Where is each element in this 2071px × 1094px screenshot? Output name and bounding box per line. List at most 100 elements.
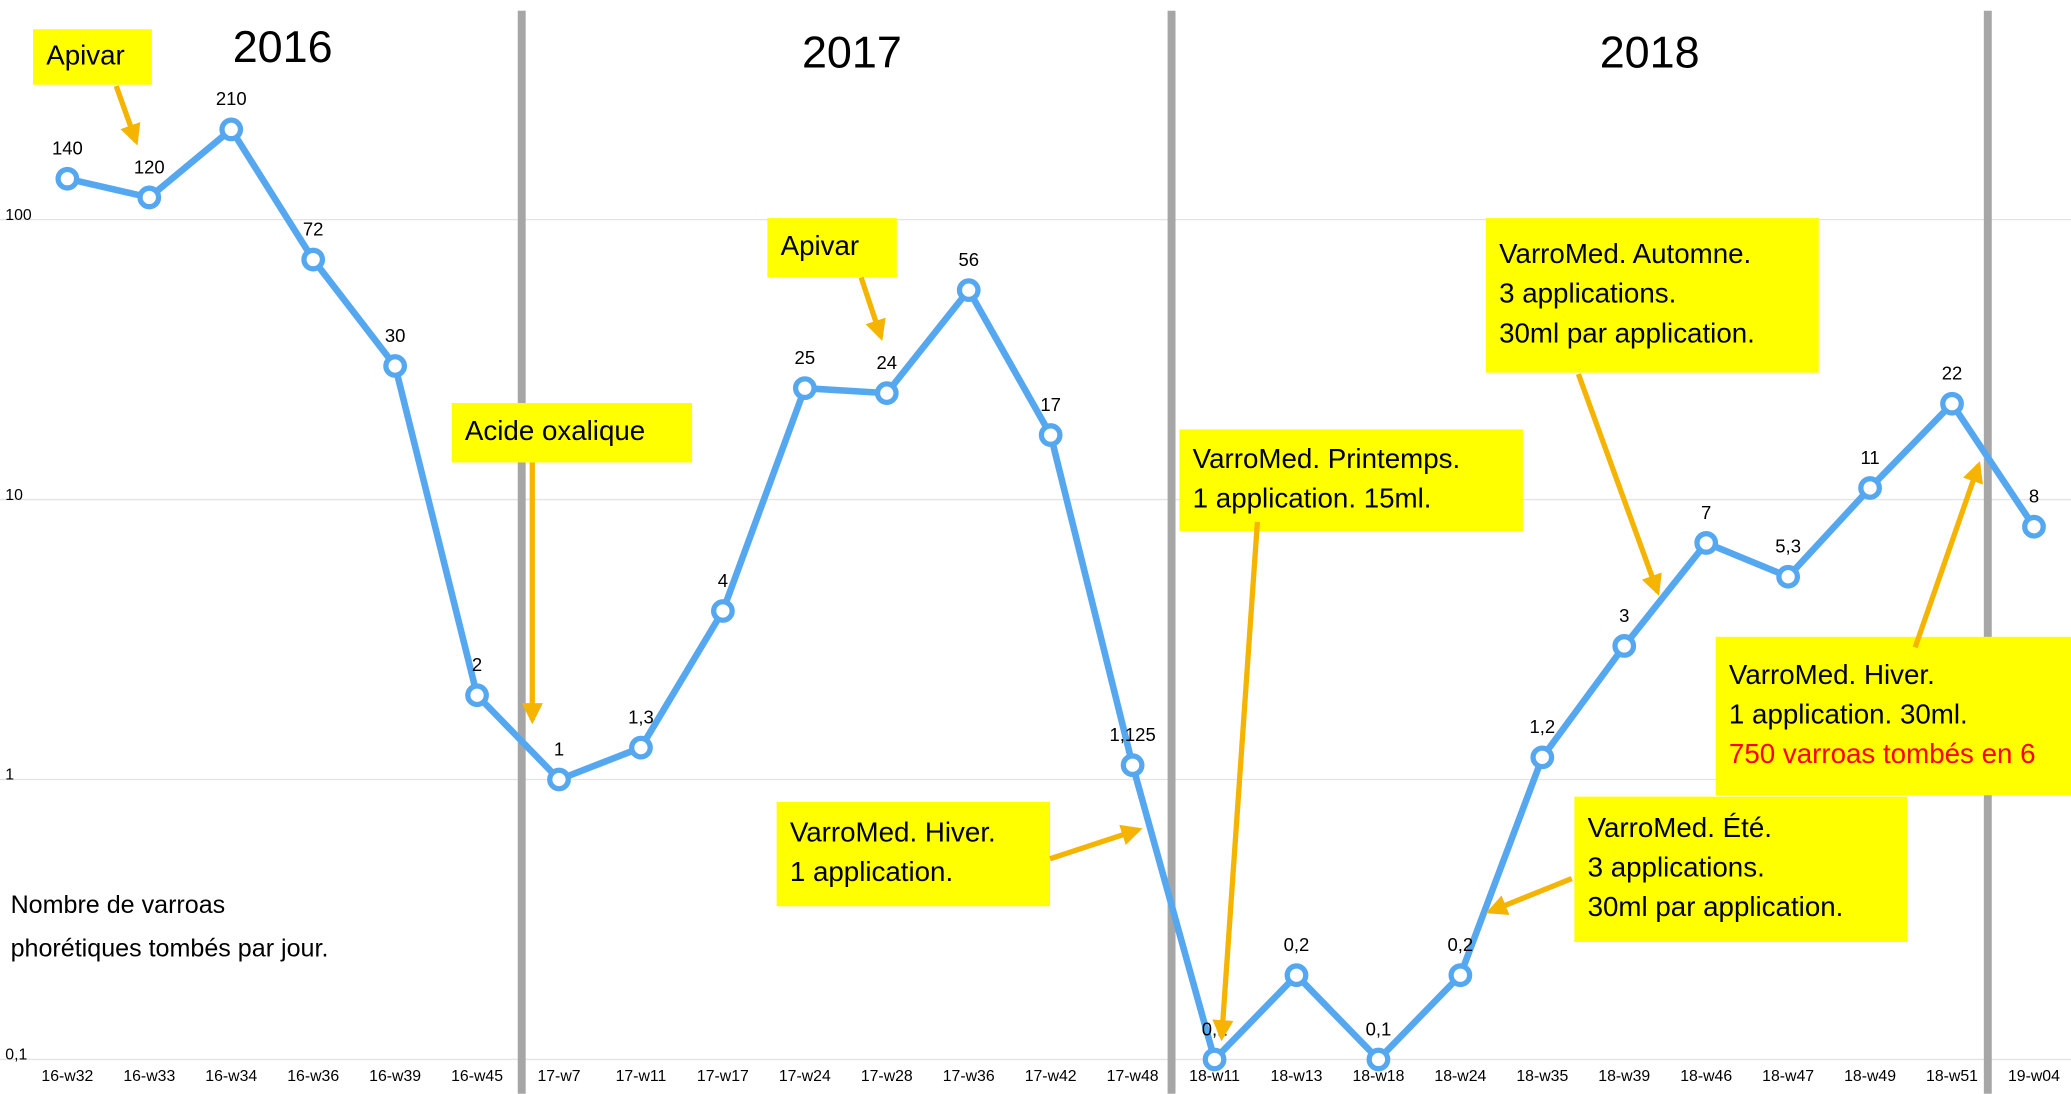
data-label: 5,3: [1775, 536, 1801, 557]
x-tick-label: 17-w42: [1025, 1068, 1077, 1085]
data-point: [792, 376, 817, 401]
x-tick-label: 16-w45: [451, 1068, 503, 1085]
data-label: 22: [1942, 363, 1963, 384]
data-point: [1284, 963, 1309, 988]
annotation-text: VarroMed. Été.: [1588, 812, 1772, 843]
data-point: [956, 278, 981, 302]
data-point: [137, 185, 162, 210]
data-label: 0,2: [1448, 934, 1474, 955]
x-tick-label: 18-w11: [1189, 1068, 1240, 1085]
annotation-text: 30ml par application.: [1588, 891, 1844, 922]
annotation-text: 1 application.: [790, 856, 953, 887]
annotation-text: 1 application. 30ml.: [1729, 698, 1968, 729]
data-point: [1038, 423, 1063, 447]
data-label: 4: [718, 570, 728, 591]
annotation-box: [776, 801, 1051, 907]
data-point: [383, 354, 408, 378]
data-label: 120: [134, 156, 165, 177]
data-label: 8: [2029, 486, 2039, 507]
annotation-box: [767, 218, 897, 278]
data-label: 2: [472, 654, 482, 675]
x-tick-label: 17-w24: [779, 1068, 831, 1085]
x-tick-label: 16-w33: [123, 1068, 175, 1085]
x-tick-label: 16-w39: [369, 1068, 421, 1085]
x-tick-label: 18-w49: [1844, 1068, 1896, 1085]
data-label: 25: [795, 347, 816, 368]
annotation-text: Acide oxalique: [465, 415, 645, 446]
data-point: [629, 735, 653, 760]
x-tick-label: 18-w24: [1434, 1068, 1486, 1085]
x-tick-label: 18-w51: [1926, 1068, 1978, 1085]
data-label: 0,2: [1284, 934, 1310, 955]
data-point: [1202, 1047, 1227, 1072]
data-point: [55, 166, 80, 191]
arrow: [113, 85, 141, 146]
data-label: 56: [958, 249, 979, 270]
year-label: 2016: [233, 21, 333, 72]
annotation-text: 750 varroas tombés en 6: [1729, 738, 2036, 769]
x-tick-label: 17-w28: [861, 1068, 913, 1085]
x-tick-label: 17-w36: [943, 1068, 995, 1085]
data-point: [1940, 391, 1964, 416]
data-label: 24: [876, 352, 897, 373]
annotation-box: [1179, 429, 1523, 532]
data-point: [1776, 564, 1801, 589]
data-point: [1448, 963, 1473, 988]
data-point: [1858, 476, 1882, 500]
data-label: 3: [1619, 605, 1629, 626]
x-tick-label: 18-w18: [1352, 1068, 1404, 1085]
data-point: [301, 247, 326, 272]
data-point: [547, 767, 571, 792]
data-label: 30: [385, 325, 406, 346]
x-tick-label: 18-w39: [1598, 1068, 1650, 1085]
data-point: [874, 381, 899, 406]
x-tick-label: 16-w34: [205, 1068, 257, 1085]
data-label: 17: [1040, 394, 1061, 415]
annotation-box: [33, 29, 152, 85]
annotation-box: [1715, 636, 2071, 796]
x-tick-label: 16-w32: [41, 1068, 93, 1085]
arrow: [858, 276, 886, 342]
data-point: [219, 117, 244, 142]
annotation-text: 30ml par application.: [1499, 317, 1755, 348]
year-label: 2018: [1600, 27, 1700, 78]
arrow: [1212, 521, 1261, 1042]
data-point: [465, 683, 489, 708]
x-tick-label: 17-w17: [697, 1068, 749, 1085]
y-tick-label: 10: [5, 487, 23, 504]
data-label: 1,2: [1529, 716, 1555, 737]
data-point: [711, 599, 735, 623]
annotation-text: VarroMed. Automne.: [1499, 238, 1751, 269]
x-tick-label: 18-w13: [1271, 1068, 1323, 1085]
x-tick-label: 17-w7: [537, 1068, 580, 1085]
y-tick-label: 1: [5, 767, 14, 784]
arrow: [1575, 373, 1662, 596]
data-point: [1612, 634, 1637, 658]
x-tick-label: 18-w46: [1680, 1068, 1732, 1085]
data-point: [1366, 1047, 1391, 1072]
x-tick-label: 17-w48: [1107, 1068, 1159, 1085]
y-tick-label: 100: [5, 207, 32, 224]
x-tick-label: 18-w47: [1762, 1068, 1814, 1085]
annotation-box: [1574, 796, 1908, 942]
annotation-box: [451, 403, 693, 463]
data-label: 0,1: [1366, 1018, 1392, 1039]
arrow: [1485, 876, 1573, 916]
y-axis-label: Nombre de varroas: [11, 891, 226, 919]
data-label: 210: [216, 88, 247, 109]
annotation-text: VarroMed. Printemps.: [1193, 443, 1461, 474]
data-point: [1530, 745, 1555, 770]
data-point: [1694, 531, 1719, 555]
data-label: 1,125: [1109, 724, 1155, 745]
data-label: 11: [1860, 447, 1879, 468]
data-point: [2022, 514, 2046, 539]
data-label: 72: [303, 218, 324, 239]
annotation-text: 3 applications.: [1499, 278, 1676, 309]
arrows: [113, 85, 1983, 1042]
annotation-text: Apivar: [46, 39, 125, 70]
annotation-text: VarroMed. Hiver.: [790, 817, 996, 848]
data-label: 1,3: [628, 706, 654, 727]
x-tick-label: 18-w35: [1516, 1068, 1568, 1085]
